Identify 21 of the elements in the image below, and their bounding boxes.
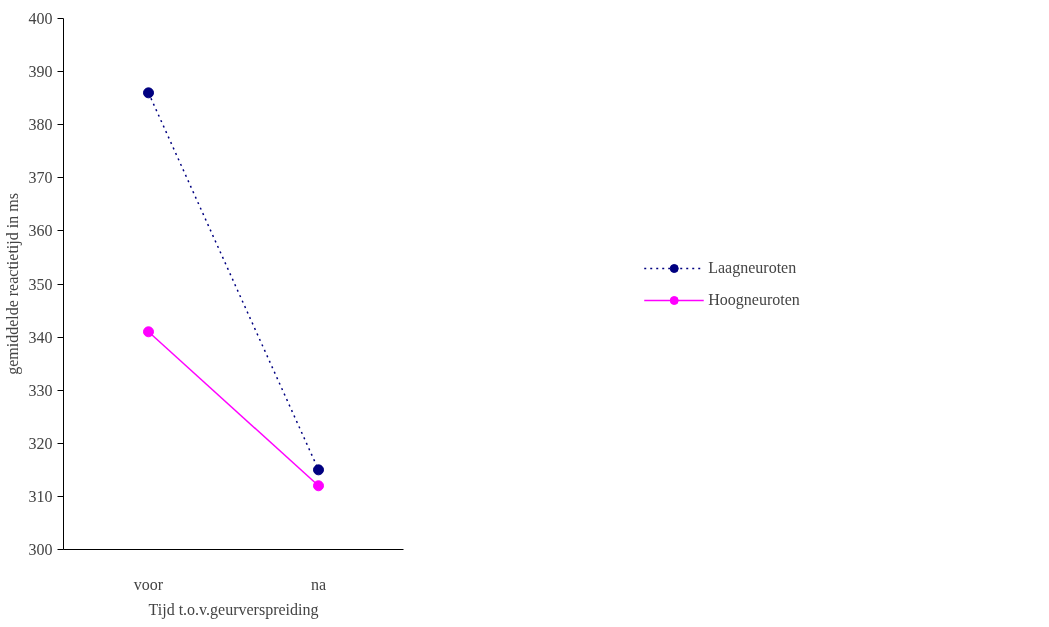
y-axis-title: gemiddelde reactietijd in ms [3, 193, 22, 375]
y-tick-label: 310 [28, 487, 53, 505]
y-tick-label: 330 [28, 381, 53, 399]
x-axis-title: Tijd t.o.v.geurverspreiding [148, 600, 319, 619]
point [313, 464, 324, 476]
x-tick-label: voor [133, 575, 164, 593]
y-tick-label: 370 [28, 169, 53, 187]
y-tick-label: 340 [28, 328, 53, 346]
y-tick-label: 380 [28, 116, 53, 134]
y-tick-label: 360 [28, 222, 53, 240]
y-tick-label: 390 [28, 63, 53, 81]
point [143, 326, 154, 338]
legend-label: Laagneuroten [708, 258, 797, 277]
y-tick-label: 350 [28, 275, 53, 293]
point [143, 87, 154, 99]
y-tick-label: 320 [28, 434, 53, 452]
point [313, 480, 324, 492]
legend-label: Hoogneuroten [708, 290, 800, 309]
y-tick-label: 300 [28, 541, 53, 558]
x-tick-label: na [310, 575, 327, 593]
y-tick-label: 400 [28, 10, 53, 27]
